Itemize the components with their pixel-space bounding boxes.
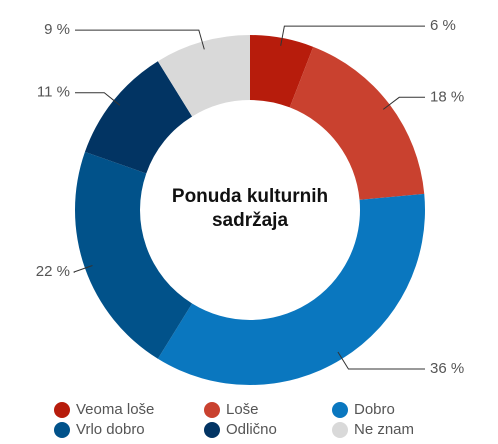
data-label: 36 % bbox=[430, 360, 464, 377]
leader-line bbox=[75, 29, 205, 50]
legend-label: Vrlo dobro bbox=[76, 421, 145, 438]
leader-line bbox=[75, 92, 121, 106]
data-label: 22 % bbox=[36, 263, 70, 280]
donut-slice bbox=[250, 35, 314, 108]
donut-slice bbox=[289, 46, 425, 200]
legend-marker bbox=[54, 402, 70, 418]
legend-label: Odlično bbox=[226, 421, 277, 438]
legend-marker bbox=[332, 402, 348, 418]
legend-marker bbox=[54, 422, 70, 438]
leader-line bbox=[382, 96, 425, 110]
chart-title: Ponuda kulturnih sadržaja bbox=[171, 186, 329, 231]
legend-label: Veoma loše bbox=[76, 401, 154, 418]
data-label: 6 % bbox=[430, 17, 456, 34]
leader-line bbox=[73, 265, 93, 273]
leader-line bbox=[280, 25, 425, 46]
data-label: 9 % bbox=[44, 21, 70, 38]
donut-slice bbox=[84, 61, 193, 174]
donut-slice bbox=[157, 193, 425, 386]
legend-marker bbox=[332, 422, 348, 438]
legend-label: Loše bbox=[226, 401, 259, 418]
legend-marker bbox=[204, 422, 220, 438]
legend-marker bbox=[204, 402, 220, 418]
legend-label: Dobro bbox=[354, 401, 395, 418]
donut-slice bbox=[157, 35, 250, 117]
leader-line bbox=[337, 351, 425, 370]
data-label: 11 % bbox=[37, 84, 70, 101]
data-label: 18 % bbox=[430, 88, 464, 105]
legend-label: Ne znam bbox=[354, 421, 414, 438]
donut-slice bbox=[74, 151, 193, 359]
